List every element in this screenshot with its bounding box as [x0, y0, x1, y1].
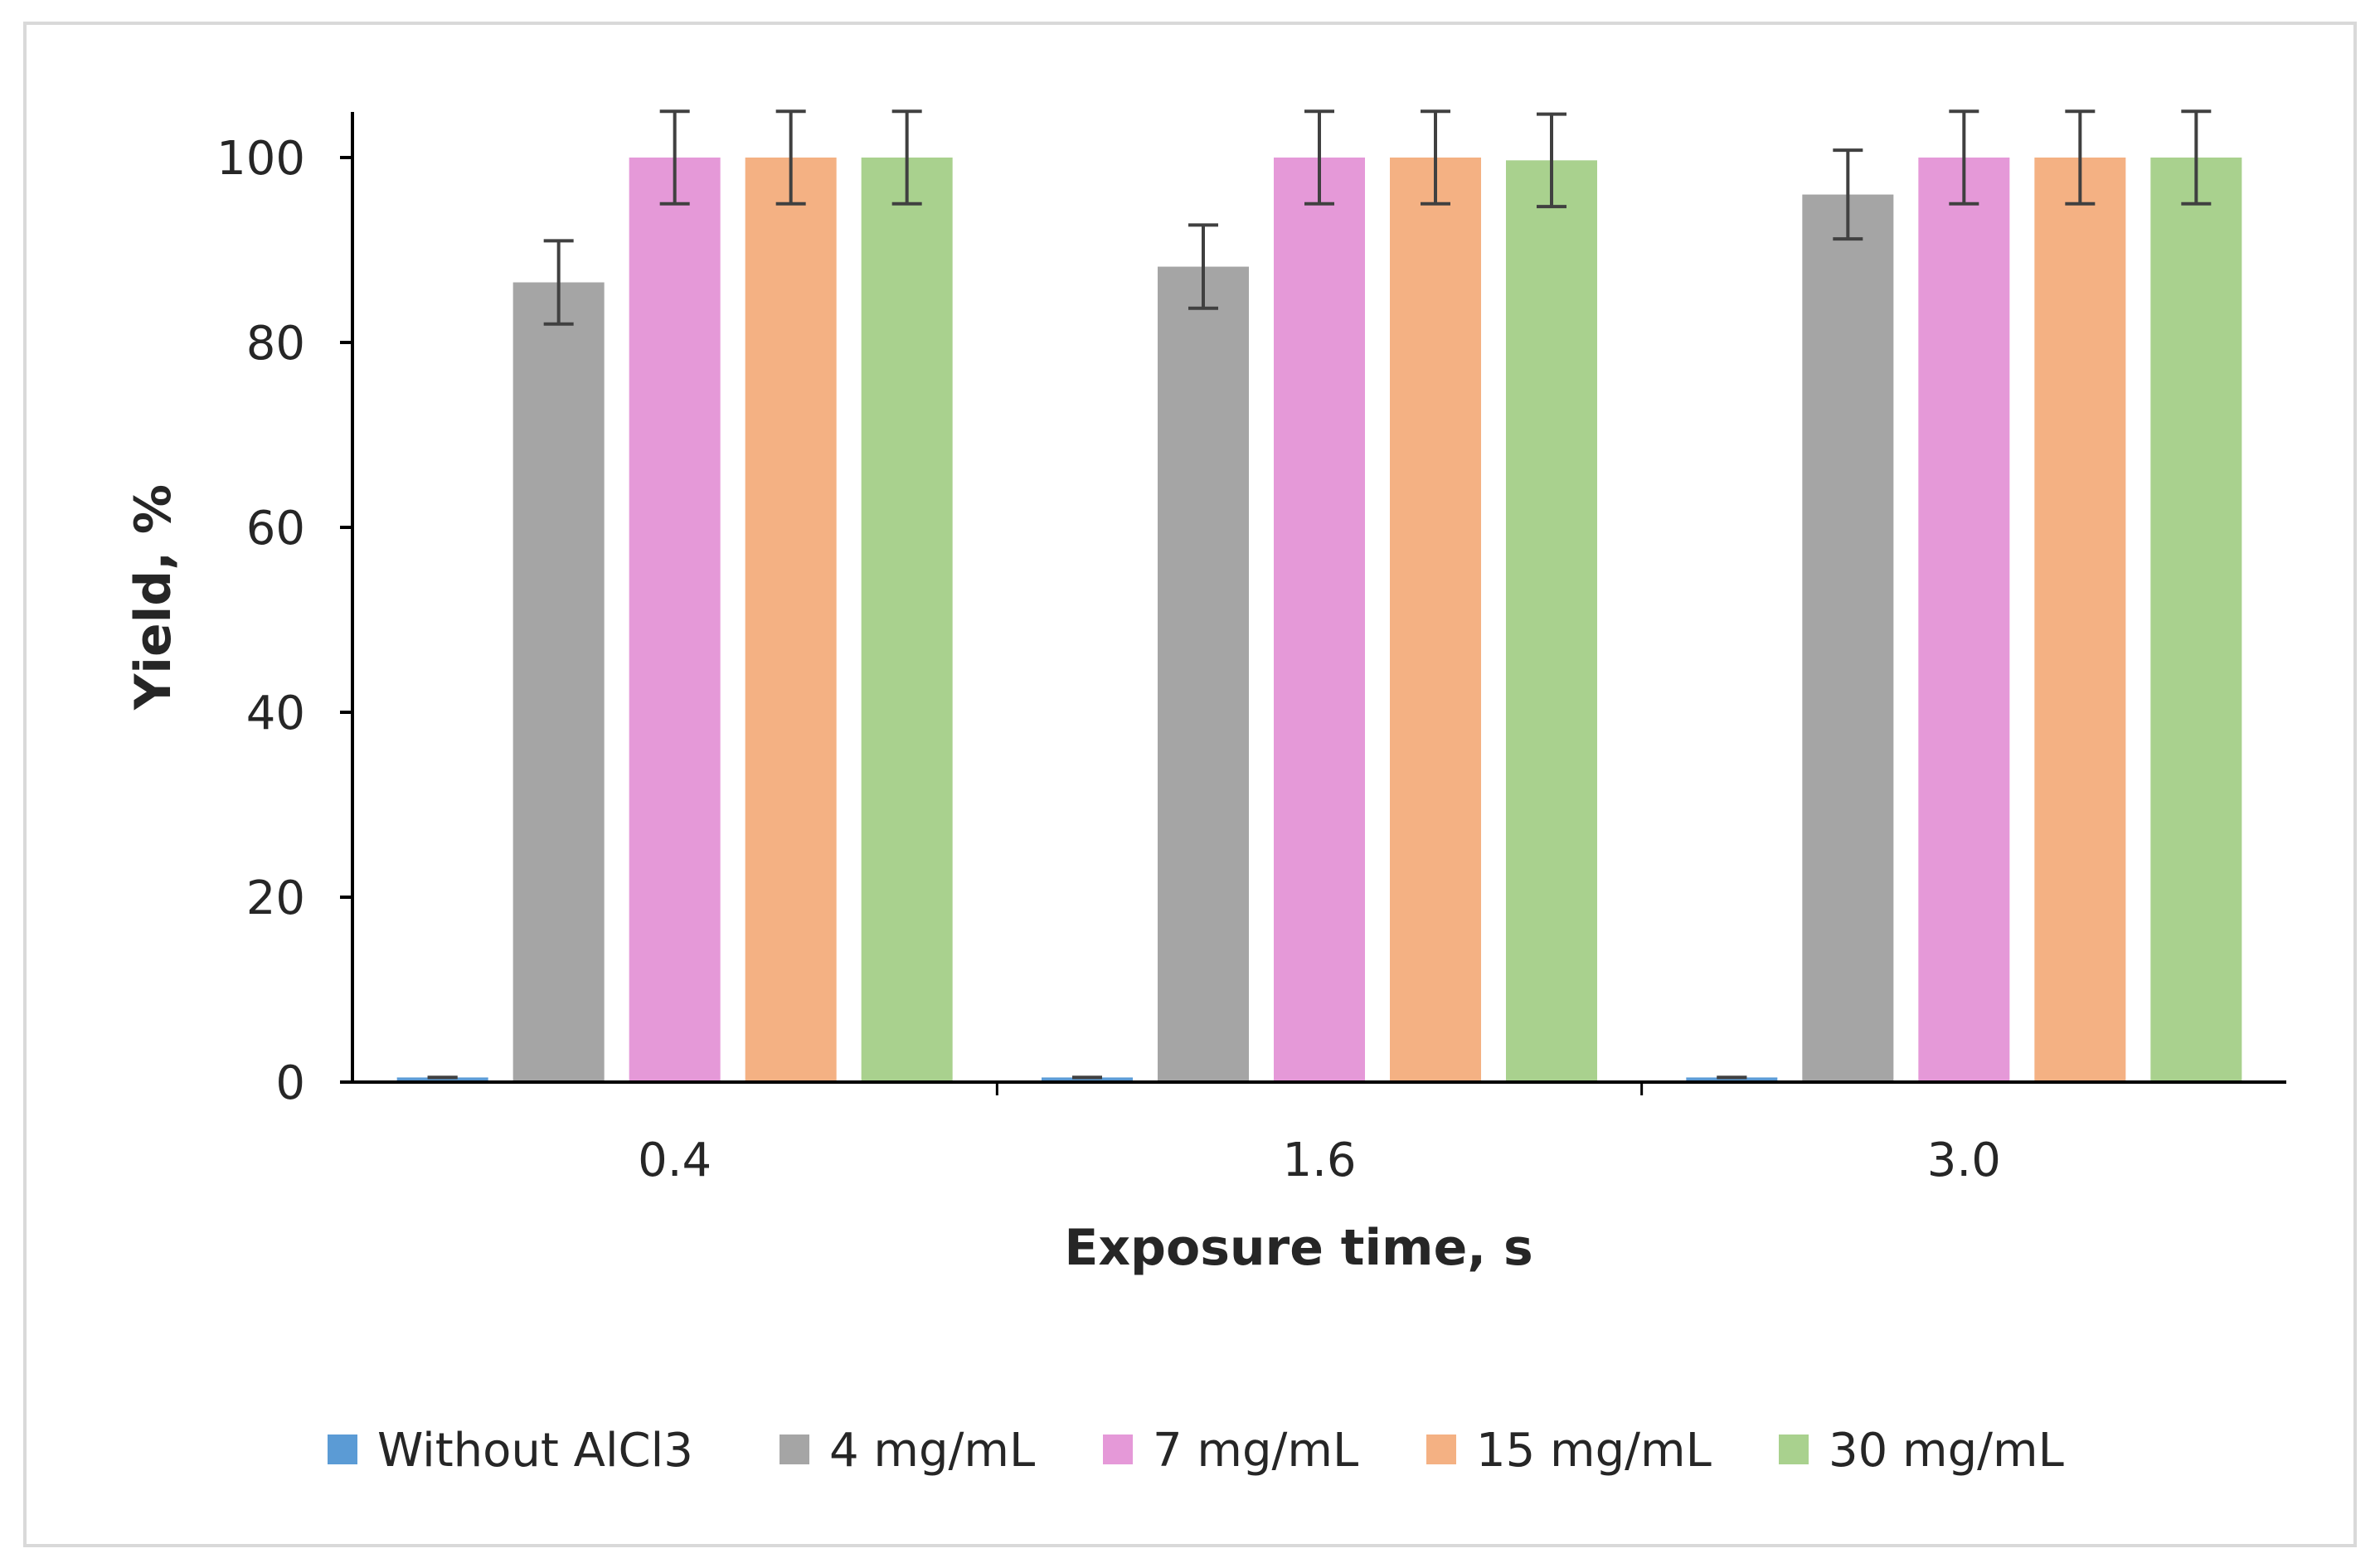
- y-tick-label: 100: [216, 132, 305, 186]
- legend-label: 7 mg/mL: [1153, 1424, 1358, 1478]
- x-tick-label: 0.4: [638, 1134, 712, 1187]
- error-bar-4-mg-ml-3-0: [1833, 148, 1863, 241]
- bar-30-mg-ml-0-4: [861, 158, 953, 1082]
- bar-7-mg-ml-1-6: [1274, 158, 1365, 1082]
- bar-without-alcl3-0-4: [396, 1077, 488, 1082]
- legend-label: Without AlCl3: [377, 1424, 693, 1478]
- error-bar-7-mg-ml-3-0: [1949, 109, 1979, 206]
- legend-label: 15 mg/mL: [1476, 1424, 1712, 1478]
- bar-4-mg-ml-1-6: [1158, 266, 1249, 1082]
- error-bar-15-mg-ml-1-6: [1421, 109, 1450, 206]
- legend-item: 15 mg/mL: [1426, 1424, 1712, 1478]
- legend-label: 30 mg/mL: [1829, 1424, 2064, 1478]
- error-bar-15-mg-ml-3-0: [2065, 109, 2096, 206]
- legend-swatch: [780, 1435, 809, 1464]
- y-axis-label: Yield, %: [124, 484, 182, 711]
- y-tick-label: 60: [246, 502, 305, 556]
- bar-without-alcl3-1-6: [1042, 1077, 1133, 1082]
- error-bar-30-mg-ml-3-0: [2181, 109, 2212, 206]
- y-ticks-layer: 0 20 40 60 80 100: [216, 132, 352, 1110]
- bar-4-mg-ml-0-4: [512, 282, 605, 1082]
- x-axis-label: Exposure time, s: [1064, 1219, 1532, 1277]
- bar-15-mg-ml-0-4: [745, 158, 837, 1082]
- y-tick-label: 0: [275, 1056, 305, 1110]
- error-bar-15-mg-ml-0-4: [775, 109, 806, 206]
- bar-7-mg-ml-3-0: [1918, 158, 2010, 1082]
- bar-15-mg-ml-3-0: [2034, 158, 2126, 1082]
- bar-30-mg-ml-3-0: [2150, 158, 2242, 1082]
- bar-30-mg-ml-1-6: [1506, 160, 1597, 1083]
- error-bar-4-mg-ml-1-6: [1188, 223, 1218, 310]
- legend-swatch: [328, 1435, 357, 1464]
- legend-swatch: [1779, 1435, 1809, 1464]
- error-bar-4-mg-ml-0-4: [543, 239, 574, 326]
- error-bar-7-mg-ml-1-6: [1304, 109, 1334, 206]
- error-bars-layer: [427, 109, 2212, 1080]
- error-bar-30-mg-ml-1-6: [1537, 112, 1566, 209]
- bar-without-alcl3-3-0: [1686, 1077, 1778, 1082]
- bar-7-mg-ml-0-4: [629, 158, 721, 1082]
- axes-layer: [342, 112, 2286, 1084]
- legend-item: 4 mg/mL: [780, 1424, 1035, 1478]
- bar-4-mg-ml-3-0: [1802, 194, 1894, 1083]
- x-ticks-layer: 0.4 1.6 3.0: [638, 1082, 2001, 1187]
- legend-label: 4 mg/mL: [829, 1424, 1035, 1478]
- y-tick-label: 20: [246, 871, 305, 925]
- legend-item: 7 mg/mL: [1103, 1424, 1358, 1478]
- error-bar-7-mg-ml-0-4: [659, 109, 690, 206]
- bar-15-mg-ml-1-6: [1390, 158, 1481, 1082]
- bars-layer: [396, 158, 2242, 1083]
- y-tick-label: 80: [246, 317, 305, 371]
- y-tick-label: 40: [246, 687, 305, 740]
- x-tick-label: 3.0: [1927, 1134, 2001, 1187]
- legend-item: 30 mg/mL: [1779, 1424, 2064, 1478]
- legend-swatch: [1103, 1435, 1133, 1464]
- error-bar-30-mg-ml-0-4: [891, 109, 922, 206]
- legend: Without AlCl3 4 mg/mL 7 mg/mL 15 mg/mL 30 mg…: [328, 1424, 2064, 1478]
- x-tick-label: 1.6: [1282, 1134, 1356, 1187]
- legend-swatch: [1426, 1435, 1456, 1464]
- legend-item: Without AlCl3: [328, 1424, 693, 1478]
